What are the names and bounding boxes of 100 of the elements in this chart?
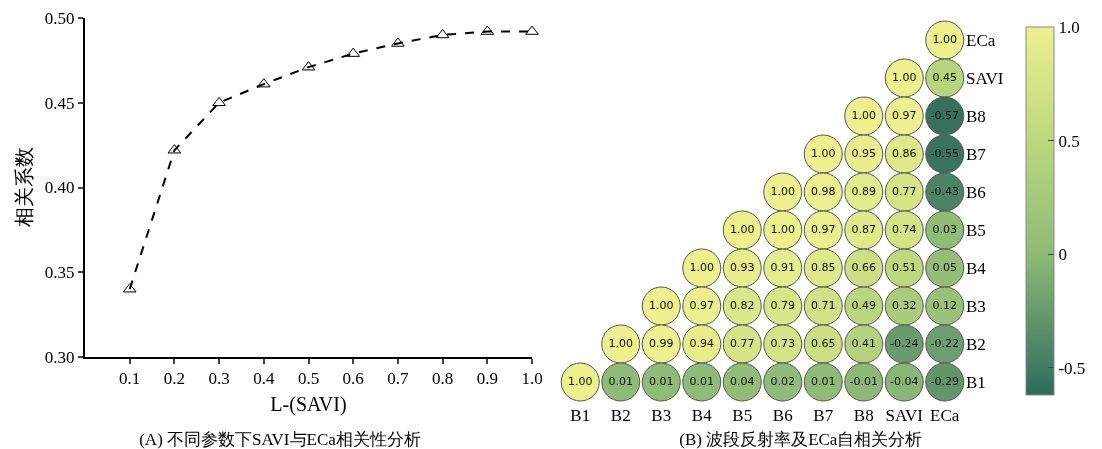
data-label: 0.66 [851,260,876,274]
text: (A) 不同参数下SAVI与ECa相关性分析 [139,429,421,449]
data-label: 0.85 [811,260,836,274]
y-tick-label: B5 [966,220,986,240]
color-bar-label: -0.5 [1058,358,1086,378]
y-tick-label: B7 [966,144,987,164]
data-label: 0.97 [892,108,917,122]
color-bar-label: 0.5 [1058,131,1080,151]
data-label: 0.03 [932,222,957,236]
data-label: 1.00 [770,184,795,198]
x-tick-label: 0.9 [476,369,498,389]
x-tick-label: 0.7 [387,369,410,389]
data-label: 0.05 [932,260,957,274]
data-label: 0.95 [851,146,876,160]
y-tick-label: SAVI [966,68,1004,88]
y-tick-label: 0.35 [44,263,75,283]
y-tick-label: B6 [966,182,986,202]
x-tick-label: 0.8 [431,369,454,389]
data-label: 0.82 [730,298,755,312]
color-bar-label: 0 [1058,245,1067,265]
y-tick-label: B3 [966,296,986,316]
data-label: 0.86 [892,146,917,160]
y-tick-label: 0.50 [44,8,75,28]
y-axis-title: 相关系数 [12,147,35,228]
data-label: -0.43 [930,184,959,198]
data-label: 0.74 [892,222,917,236]
data-label: 0.12 [932,298,957,312]
data-label: -0.04 [890,374,919,388]
x-tick-label: B4 [691,406,713,425]
data-label: 0.04 [730,374,755,388]
x-tick-label: B5 [732,406,753,425]
x-tick-label: SAVI [885,406,924,425]
data-label: 0.02 [770,374,795,388]
data-label: 0.01 [689,374,714,388]
text: (B) 波段反射率及ECa自相关分析 [679,429,923,449]
x-tick-label: B8 [853,406,874,425]
data-label: 0.51 [892,260,917,274]
data-label: 1.00 [689,260,714,274]
data-label: 1.00 [649,298,674,312]
point [391,37,405,47]
x-tick-label: 0.3 [208,369,230,389]
x-tick-label: B1 [570,406,591,425]
x-tick-label: B2 [610,406,631,425]
y-tick-label: B2 [966,334,986,354]
data-label: 0.73 [770,336,795,350]
data-label: 0.97 [811,222,836,236]
data-label: 0.01 [649,374,674,388]
data-label: 0.91 [770,260,795,274]
data-label: 0.65 [811,336,836,350]
data-label: 0.87 [851,222,876,236]
x-tick-label: 1.0 [521,369,543,389]
data-label: 1.00 [770,222,795,236]
data-label: 0.01 [811,374,836,388]
x-axis-title: L-(SAVI) [270,393,347,417]
data-label: 1.00 [892,70,917,84]
x-tick-label: 0.2 [163,369,186,389]
x-tick-label: 0.5 [297,369,320,389]
data-label: 0.97 [689,298,714,312]
data-label: 1.00 [811,146,836,160]
y-tick-label: 0.45 [44,93,75,113]
data-label: -0.57 [930,108,959,122]
data-label: 0.99 [649,336,674,350]
point [435,28,450,39]
data-label: 0.49 [851,298,876,312]
y-tick-label: B8 [966,106,986,126]
data-label: 1.00 [730,222,755,236]
data-label: 0.77 [730,336,755,350]
data-label: 1.00 [568,374,593,388]
y-tick-label: B4 [966,258,987,278]
data-label: -0.01 [849,374,878,388]
x-tick-label: B7 [813,406,834,425]
data-label: 0.89 [851,184,876,198]
data-label: 0.79 [770,298,795,312]
x-tick-label: B3 [651,406,672,425]
data-label: -0.55 [930,146,959,160]
data-label: 0.01 [608,374,633,388]
point [212,96,226,106]
data-label: 1.00 [608,336,633,350]
data-label: 0.98 [811,184,836,198]
data-label: -0.22 [930,336,959,350]
data-label: 0.71 [811,298,836,312]
x-tick-label: ECa [930,406,960,425]
data-label: 0.77 [892,184,917,198]
data-label: -0.29 [930,374,959,388]
data-label: 0.32 [892,298,917,312]
data-label: 1.00 [932,32,957,46]
x-tick-label: 0.6 [342,369,364,389]
x-tick-label: 0.1 [119,369,141,389]
data-label: 1.00 [851,108,876,122]
y-tick-label: ECa [966,30,996,50]
y-tick-label: 0.30 [44,347,75,367]
data-label: 0.94 [689,336,714,350]
data-label: 0.93 [730,260,755,274]
point [525,25,539,35]
color-bar-label: 1.0 [1058,17,1080,37]
y-tick-label: 0.40 [44,178,75,198]
x-tick-label: B6 [772,406,793,425]
x-tick-label: 0.4 [253,369,275,389]
data-label: 0.45 [932,70,957,84]
data-label: 0.41 [851,336,876,350]
